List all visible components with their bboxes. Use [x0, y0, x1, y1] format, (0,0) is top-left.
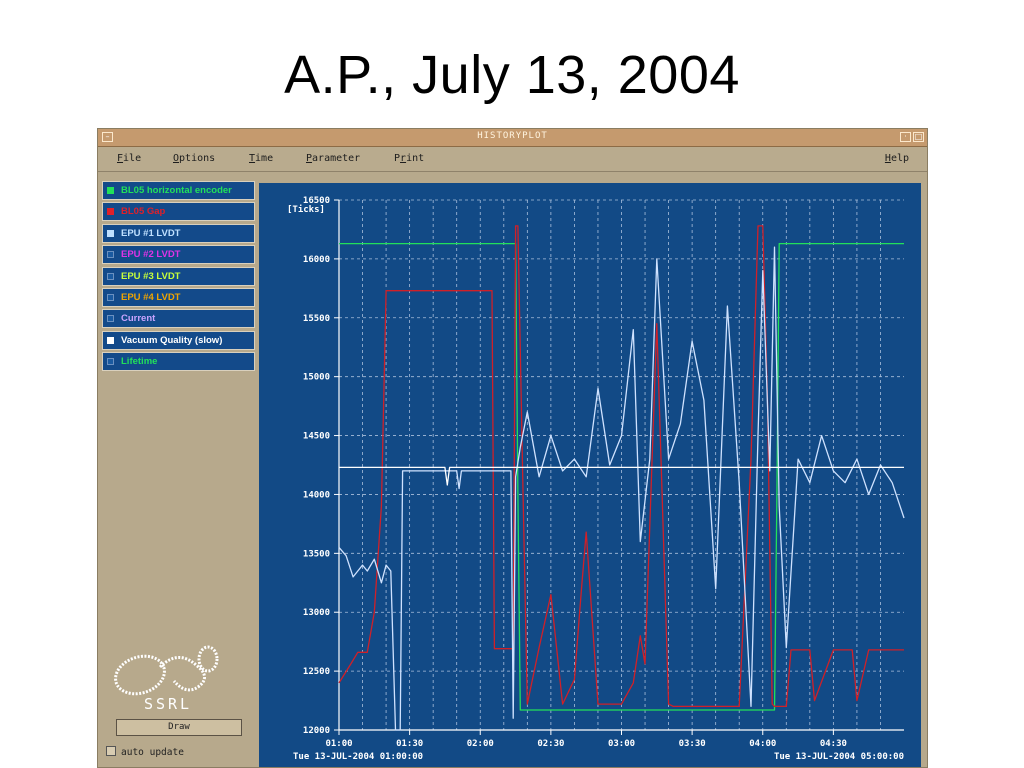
menu-file-label: File: [117, 153, 142, 164]
menu-time[interactable]: Time: [249, 153, 273, 164]
parameter-label: BL05 horizontal encoder: [121, 185, 232, 196]
x-start-label: Tue 13-JUL-2004 01:00:00: [293, 752, 423, 762]
parameter-label: Current: [121, 313, 156, 325]
y-tick-label: 16000: [303, 255, 330, 265]
x-tick-label: 04:30: [820, 739, 847, 749]
draw-button[interactable]: Draw: [116, 719, 242, 736]
parameter-item[interactable]: EPU #1 LVDT: [102, 223, 255, 243]
parameter-item[interactable]: Lifetime: [102, 352, 255, 372]
parameter-item[interactable]: EPU #3 LVDT: [102, 266, 255, 286]
x-tick-label: 02:30: [537, 739, 564, 749]
parameter-label: Vacuum Quality (slow): [121, 334, 223, 346]
parameter-checkbox[interactable]: [107, 293, 114, 301]
parameter-label: EPU #4 LVDT: [121, 291, 181, 303]
parameter-list: BL05 horizontal encoder BL05 Gap EPU #1 LV…: [102, 181, 255, 374]
parameter-checkbox[interactable]: [107, 315, 114, 323]
parameter-item[interactable]: Current: [102, 309, 255, 329]
y-tick-label: 16500: [303, 196, 330, 206]
menu-options-label: Options: [173, 153, 216, 164]
minimize-icon[interactable]: ·: [900, 132, 911, 142]
menu-help-label: Help: [884, 153, 909, 164]
parameter-checkbox[interactable]: [107, 272, 114, 280]
series-line-epu-1-lvdt: [338, 246, 905, 731]
menubar: File Options Time Parameter Print Help: [98, 147, 927, 172]
parameter-label: EPU #1 LVDT: [121, 227, 181, 239]
y-tick-label: 14000: [303, 490, 330, 500]
y-tick-label: 13500: [303, 549, 330, 559]
auto-update-checkbox[interactable]: [106, 746, 116, 756]
x-tick-label: 03:30: [679, 739, 706, 749]
window-titlebar[interactable]: – HISTORYPLOT · □: [98, 129, 927, 147]
menu-print[interactable]: Print: [394, 153, 424, 164]
logo-text: SSRL: [144, 695, 192, 713]
parameter-checkbox[interactable]: [107, 336, 114, 344]
maximize-icon[interactable]: □: [913, 132, 924, 142]
window-menu-icon[interactable]: –: [102, 132, 113, 142]
chart-background: [259, 183, 921, 767]
x-tick-label: 04:00: [749, 739, 776, 749]
parameter-item[interactable]: Vacuum Quality (slow): [102, 330, 255, 350]
x-end-label: Tue 13-JUL-2004 05:00:00: [774, 752, 904, 762]
slide-title: A.P., July 13, 2004: [284, 45, 740, 105]
menu-file[interactable]: File: [117, 153, 141, 164]
history-chart[interactable]: 12000 12500 13000 13500 14000 14500 15000 15500…: [259, 183, 921, 767]
parameter-item[interactable]: BL05 Gap: [102, 202, 255, 222]
menu-parameter-label: Parameter: [306, 153, 361, 164]
y-axis-label: [Ticks]: [287, 204, 325, 215]
series-line-vacuum-quality-slow-: [339, 466, 904, 486]
menu-parameter[interactable]: Parameter: [306, 153, 360, 164]
parameter-item[interactable]: EPU #2 LVDT: [102, 245, 255, 265]
x-tick-label: 01:30: [396, 739, 423, 749]
parameter-checkbox[interactable]: [107, 229, 114, 237]
ssrl-logo: SSRL: [114, 645, 219, 713]
parameter-label: EPU #2 LVDT: [121, 249, 181, 261]
parameter-label: EPU #3 LVDT: [121, 270, 181, 282]
parameter-label: Lifetime: [121, 356, 158, 368]
menu-options[interactable]: Options: [173, 153, 215, 164]
window-title: HISTORYPLOT: [477, 131, 548, 141]
menu-help[interactable]: Help: [885, 153, 909, 164]
auto-update-toggle[interactable]: auto update: [106, 746, 184, 758]
x-tick-label: 01:00: [325, 739, 352, 749]
parameter-checkbox[interactable]: [107, 208, 114, 216]
auto-update-label: auto update: [121, 747, 184, 758]
historyplot-window: – HISTORYPLOT · □ File Options Time Para…: [97, 128, 928, 768]
y-tick-label: 15000: [303, 373, 330, 383]
y-tick-label: 15500: [303, 314, 330, 324]
parameter-checkbox[interactable]: [107, 187, 114, 194]
series-line-bl05-gap: [338, 225, 904, 708]
x-tick-label: 03:00: [608, 739, 635, 749]
y-tick-label: 13000: [303, 608, 330, 618]
parameter-item[interactable]: BL05 horizontal encoder: [102, 181, 255, 200]
parameter-checkbox[interactable]: [107, 251, 114, 259]
parameter-item[interactable]: EPU #4 LVDT: [102, 287, 255, 307]
menu-print-label: Print: [394, 153, 425, 164]
series-line-bl05-horizontal-encoder: [339, 242, 904, 711]
y-tick-label: 12500: [303, 667, 330, 677]
x-tick-label: 02:00: [467, 739, 494, 749]
y-tick-label: 14500: [303, 432, 330, 442]
y-tick-label: 12000: [303, 726, 330, 736]
menu-time-label: Time: [249, 153, 274, 164]
parameter-checkbox[interactable]: [107, 358, 114, 366]
parameter-label: BL05 Gap: [121, 206, 166, 218]
